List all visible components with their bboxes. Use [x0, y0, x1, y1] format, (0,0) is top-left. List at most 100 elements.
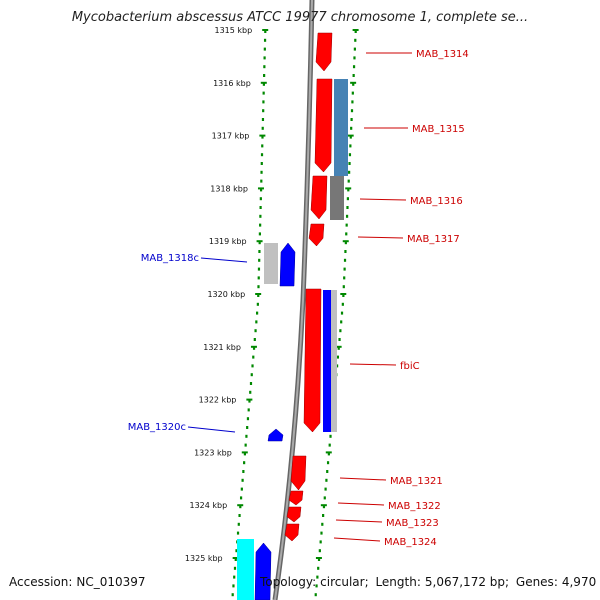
left-ruler-dot	[256, 302, 259, 306]
gene-arrow-bottom	[254, 542, 272, 600]
left-ruler-dot	[239, 496, 243, 500]
left-ruler-dot	[250, 373, 253, 377]
left-ruler-dot	[264, 30, 267, 33]
right-ruler-dot	[340, 311, 344, 315]
left-ruler-dot	[233, 575, 236, 579]
right-ruler-dot	[344, 241, 347, 245]
left-ruler-dot	[253, 338, 256, 341]
left-ruler-dot	[231, 593, 234, 597]
right-ruler-dot	[324, 487, 327, 491]
right-ruler-dot	[335, 364, 339, 368]
gene-arrow-mab-1314	[315, 32, 333, 72]
right-ruler-dot	[343, 276, 346, 280]
chromosome-backbone-highlight	[274, 0, 313, 600]
tick-label: 1324 kbp	[190, 501, 228, 510]
left-ruler-dot	[260, 162, 263, 165]
right-ruler-dot	[354, 38, 357, 42]
left-ruler-dot	[259, 197, 262, 201]
gene-arrow-mab-1320c	[267, 428, 284, 442]
left-ruler-dot	[245, 434, 248, 438]
right-ruler-dot	[320, 531, 323, 535]
tick-label: 1323 kbp	[194, 448, 232, 457]
left-ruler-dot	[246, 426, 249, 429]
right-ruler-dot	[350, 126, 353, 130]
tick-label: 1315 kbp	[214, 26, 252, 35]
feature-bar-steelblue	[334, 79, 348, 176]
gene-label: MAB_1316	[410, 196, 463, 207]
left-ruler-dot	[260, 179, 263, 183]
left-ruler-dot	[233, 566, 237, 570]
right-ruler-dot	[343, 258, 347, 262]
left-ruler-dot	[236, 531, 240, 535]
leader-line	[339, 477, 387, 481]
left-ruler-dot	[243, 461, 246, 465]
gene-label: MAB_1323	[386, 518, 439, 529]
right-ruler-dot	[337, 346, 340, 350]
genes-label: Genes:	[515, 575, 558, 589]
tick-label: 1318 kbp	[210, 184, 248, 193]
right-ruler-dot	[352, 74, 355, 77]
left-ruler-dot	[239, 505, 242, 509]
right-ruler-dot	[349, 135, 352, 139]
left-ruler-dot	[262, 109, 265, 113]
right-ruler-dot	[354, 30, 357, 33]
left-ruler-dot	[263, 56, 266, 60]
leader-line	[335, 519, 383, 523]
gene-label: MAB_1321	[390, 476, 443, 487]
right-ruler-dot	[328, 443, 331, 447]
right-ruler-dot	[321, 522, 324, 526]
left-ruler-dot	[259, 206, 262, 209]
feature-bar-silver-left	[264, 243, 278, 284]
gene-label: MAB_1322	[388, 501, 441, 512]
gene-arrow-mab-1321	[290, 455, 307, 491]
left-ruler-dot	[263, 65, 266, 69]
gene-arrow-mab-1324	[284, 523, 300, 542]
length-value: 5,067,172 bp;	[424, 575, 510, 589]
left-ruler-dot	[257, 276, 260, 280]
left-ruler-dot	[261, 135, 264, 139]
left-ruler-dot	[255, 320, 258, 324]
length-label: Length:	[375, 575, 421, 589]
right-ruler-dot	[318, 549, 321, 553]
right-ruler-dot	[341, 302, 344, 306]
left-ruler-dot	[237, 522, 240, 526]
genes-value: 4,970	[561, 575, 597, 589]
tick-label: 1325 kbp	[185, 554, 223, 563]
right-ruler-dot	[326, 461, 330, 465]
sequence-stats: Topology: circular; Length: 5,067,172 bp; …	[260, 575, 596, 589]
right-ruler-dot	[351, 100, 354, 104]
left-ruler-dot	[251, 364, 254, 368]
left-ruler-dot	[241, 478, 244, 482]
left-ruler-dot	[248, 399, 251, 403]
right-ruler-dot	[344, 250, 347, 253]
gene-label: MAB_1320c	[128, 422, 186, 433]
topology-value: circular;	[320, 575, 369, 589]
left-ruler-dot	[258, 241, 261, 245]
left-ruler-dot	[261, 118, 265, 121]
right-ruler-dot	[347, 179, 350, 183]
right-ruler-dot	[352, 82, 355, 86]
leader-line	[359, 198, 407, 201]
gene-label: MAB_1314	[416, 49, 469, 60]
gene-arrow-fbic	[303, 288, 322, 433]
gene-label: MAB_1318c	[141, 253, 199, 264]
right-ruler	[314, 30, 357, 597]
right-ruler-dot	[352, 65, 356, 69]
right-ruler-dot	[342, 294, 345, 297]
right-ruler-dot	[350, 109, 354, 113]
right-ruler-dot	[336, 355, 340, 359]
accession-info: Accession: NC_010397	[9, 575, 146, 589]
leader-line	[187, 426, 236, 433]
left-ruler-dot	[255, 311, 259, 315]
right-ruler-dot	[353, 56, 356, 60]
gene-arrow-mab-1317	[308, 223, 325, 247]
left-ruler-dot	[252, 355, 255, 359]
left-ruler-dot	[242, 470, 245, 473]
gene-arrow-mab-1318c	[279, 242, 296, 287]
right-ruler-dot	[315, 584, 318, 588]
right-ruler-dot	[329, 434, 332, 438]
left-ruler-dot	[259, 188, 263, 192]
right-ruler-dot	[345, 223, 348, 227]
